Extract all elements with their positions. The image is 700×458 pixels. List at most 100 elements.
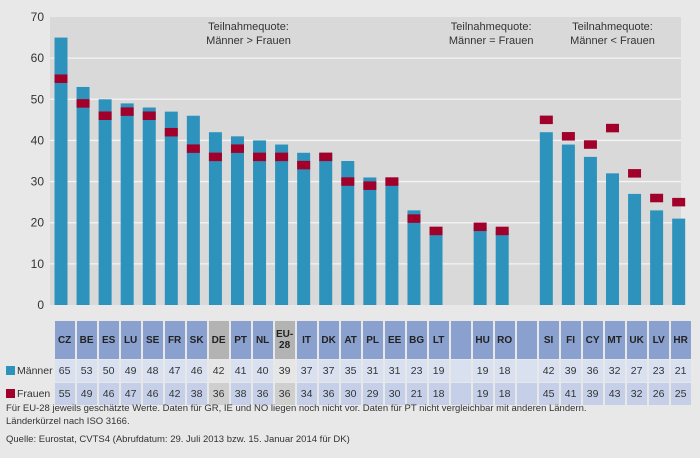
column-header-uk: UK [626,321,647,359]
y-axis: 0 10 20 30 40 50 60 70 [31,10,45,312]
table-cell: 23 [648,360,669,382]
table-cell: 48 [142,360,163,382]
bar-maenner-uk [628,193,642,305]
bar-maenner-hr [672,218,686,305]
table-cell: 37 [318,360,339,382]
table-cell: 38 [186,383,207,405]
group-annotation-1: Männer > Frauen [206,35,291,47]
table-cell: 21 [406,383,427,405]
group-annotation-3: Teilnahmequote: [572,21,653,33]
table-corner [6,321,53,359]
column-header-dk: DK [318,321,339,359]
column-header-nl: NL [252,321,273,359]
table-cell: 40 [252,360,273,382]
table-cell: 29 [362,383,383,405]
marker-frauen-fi [561,132,575,141]
data-table: CZ BE ES LU SE FR SK DE PT NL EU- 28 IT DK AT PL EE BG LT H… [4,320,693,406]
bar-maenner-bg [407,210,421,305]
marker-frauen-cz [54,74,68,83]
legend-item: Männer [6,360,53,382]
marker-frauen-hu [473,222,487,232]
marker-frauen-fr [164,127,178,137]
legend-swatch [6,389,15,398]
bar-chart: 0 10 20 30 40 50 60 70 Teilnahmequote: Männer > … [31,10,686,312]
table-cell: 25 [670,383,691,405]
column-header-be: BE [76,321,97,359]
marker-frauen-uk [628,169,642,178]
column-header-lv: LV [648,321,669,359]
table-cell: 32 [626,383,647,405]
bar-maenner-ro [495,230,509,305]
bar-maenner-pt [230,136,244,305]
table-cell: 47 [164,360,185,382]
bar-maenner-es [98,99,112,306]
marker-frauen-ee [385,177,399,186]
marker-frauen-pl [363,181,377,190]
y-tick-label: 60 [31,51,45,65]
table-cell: 21 [670,360,691,382]
table-cell: 42 [208,360,229,382]
bar-maenner-pl [363,177,377,305]
table-cell: 18 [494,383,515,405]
y-tick-label: 40 [31,133,45,147]
marker-frauen-lu [120,107,134,116]
column-header-ee: EE [384,321,405,359]
table-cell: 47 [120,383,141,405]
marker-frauen-it [297,160,311,170]
bar-maenner-mt [606,173,619,305]
table-cell: 42 [164,383,185,405]
table-cell: 19 [472,360,493,382]
table-cell: 65 [54,360,75,382]
legend-label: Männer [17,365,53,377]
bar-maenner-nl [253,140,267,305]
column-spacer [450,321,471,359]
bar-maenner-si [539,132,553,305]
column-header-at: AT [340,321,361,359]
table-cell: 45 [538,383,559,405]
table-cell: 39 [274,360,295,382]
group-annotation-2: Männer = Frauen [449,35,534,47]
marker-frauen-at [341,177,355,186]
table-cell: 37 [296,360,317,382]
table-cell: 46 [142,383,163,405]
table-header-row: CZ BE ES LU SE FR SK DE PT NL EU- 28 IT DK AT PL EE BG LT H… [6,321,691,359]
bar-maenner-se [142,107,156,305]
column-header-pl: PL [362,321,383,359]
marker-frauen-bg [407,214,421,223]
bar-maenner-dk [319,152,333,305]
bar-maenner-eu-28 [275,144,289,305]
column-header-si: SI [538,321,559,359]
table-cell: 19 [428,360,449,382]
table-cell: 31 [362,360,383,382]
table-cell: 30 [384,383,405,405]
marker-frauen-se [142,111,156,120]
table-cell: 36 [274,383,295,405]
table-cell: 43 [604,383,625,405]
bar-maenner-hu [473,226,487,305]
bar-maenner-cz [54,37,68,305]
marker-frauen-es [98,111,112,120]
table-cell: 36 [208,383,229,405]
marker-frauen-cy [583,140,597,149]
table-cell: 32 [604,360,625,382]
bar-maenner-sk [186,115,200,305]
marker-frauen-hr [672,197,686,207]
table-cell: 18 [494,360,515,382]
column-header-ro: RO [494,321,515,359]
table-cell: 46 [186,360,207,382]
column-header-fr: FR [164,321,185,359]
table-cell: 42 [538,360,559,382]
table-cell: 39 [560,360,581,382]
column-header-eu-28: EU- 28 [274,321,295,359]
table-cell: 49 [76,383,97,405]
table-cell: 36 [582,360,603,382]
group-annotation-1: Teilnahmequote: [208,21,289,33]
bar-maenner-lu [120,103,134,306]
bar-maenner-fi [561,144,575,305]
column-header-lu: LU [120,321,141,359]
footnotes: Für EU-28 jeweils geschätzte Werte. Date… [6,402,587,446]
table-cell: 49 [120,360,141,382]
table-cell: 55 [54,383,75,405]
table-cell: 30 [340,383,361,405]
table-cell: 46 [98,383,119,405]
